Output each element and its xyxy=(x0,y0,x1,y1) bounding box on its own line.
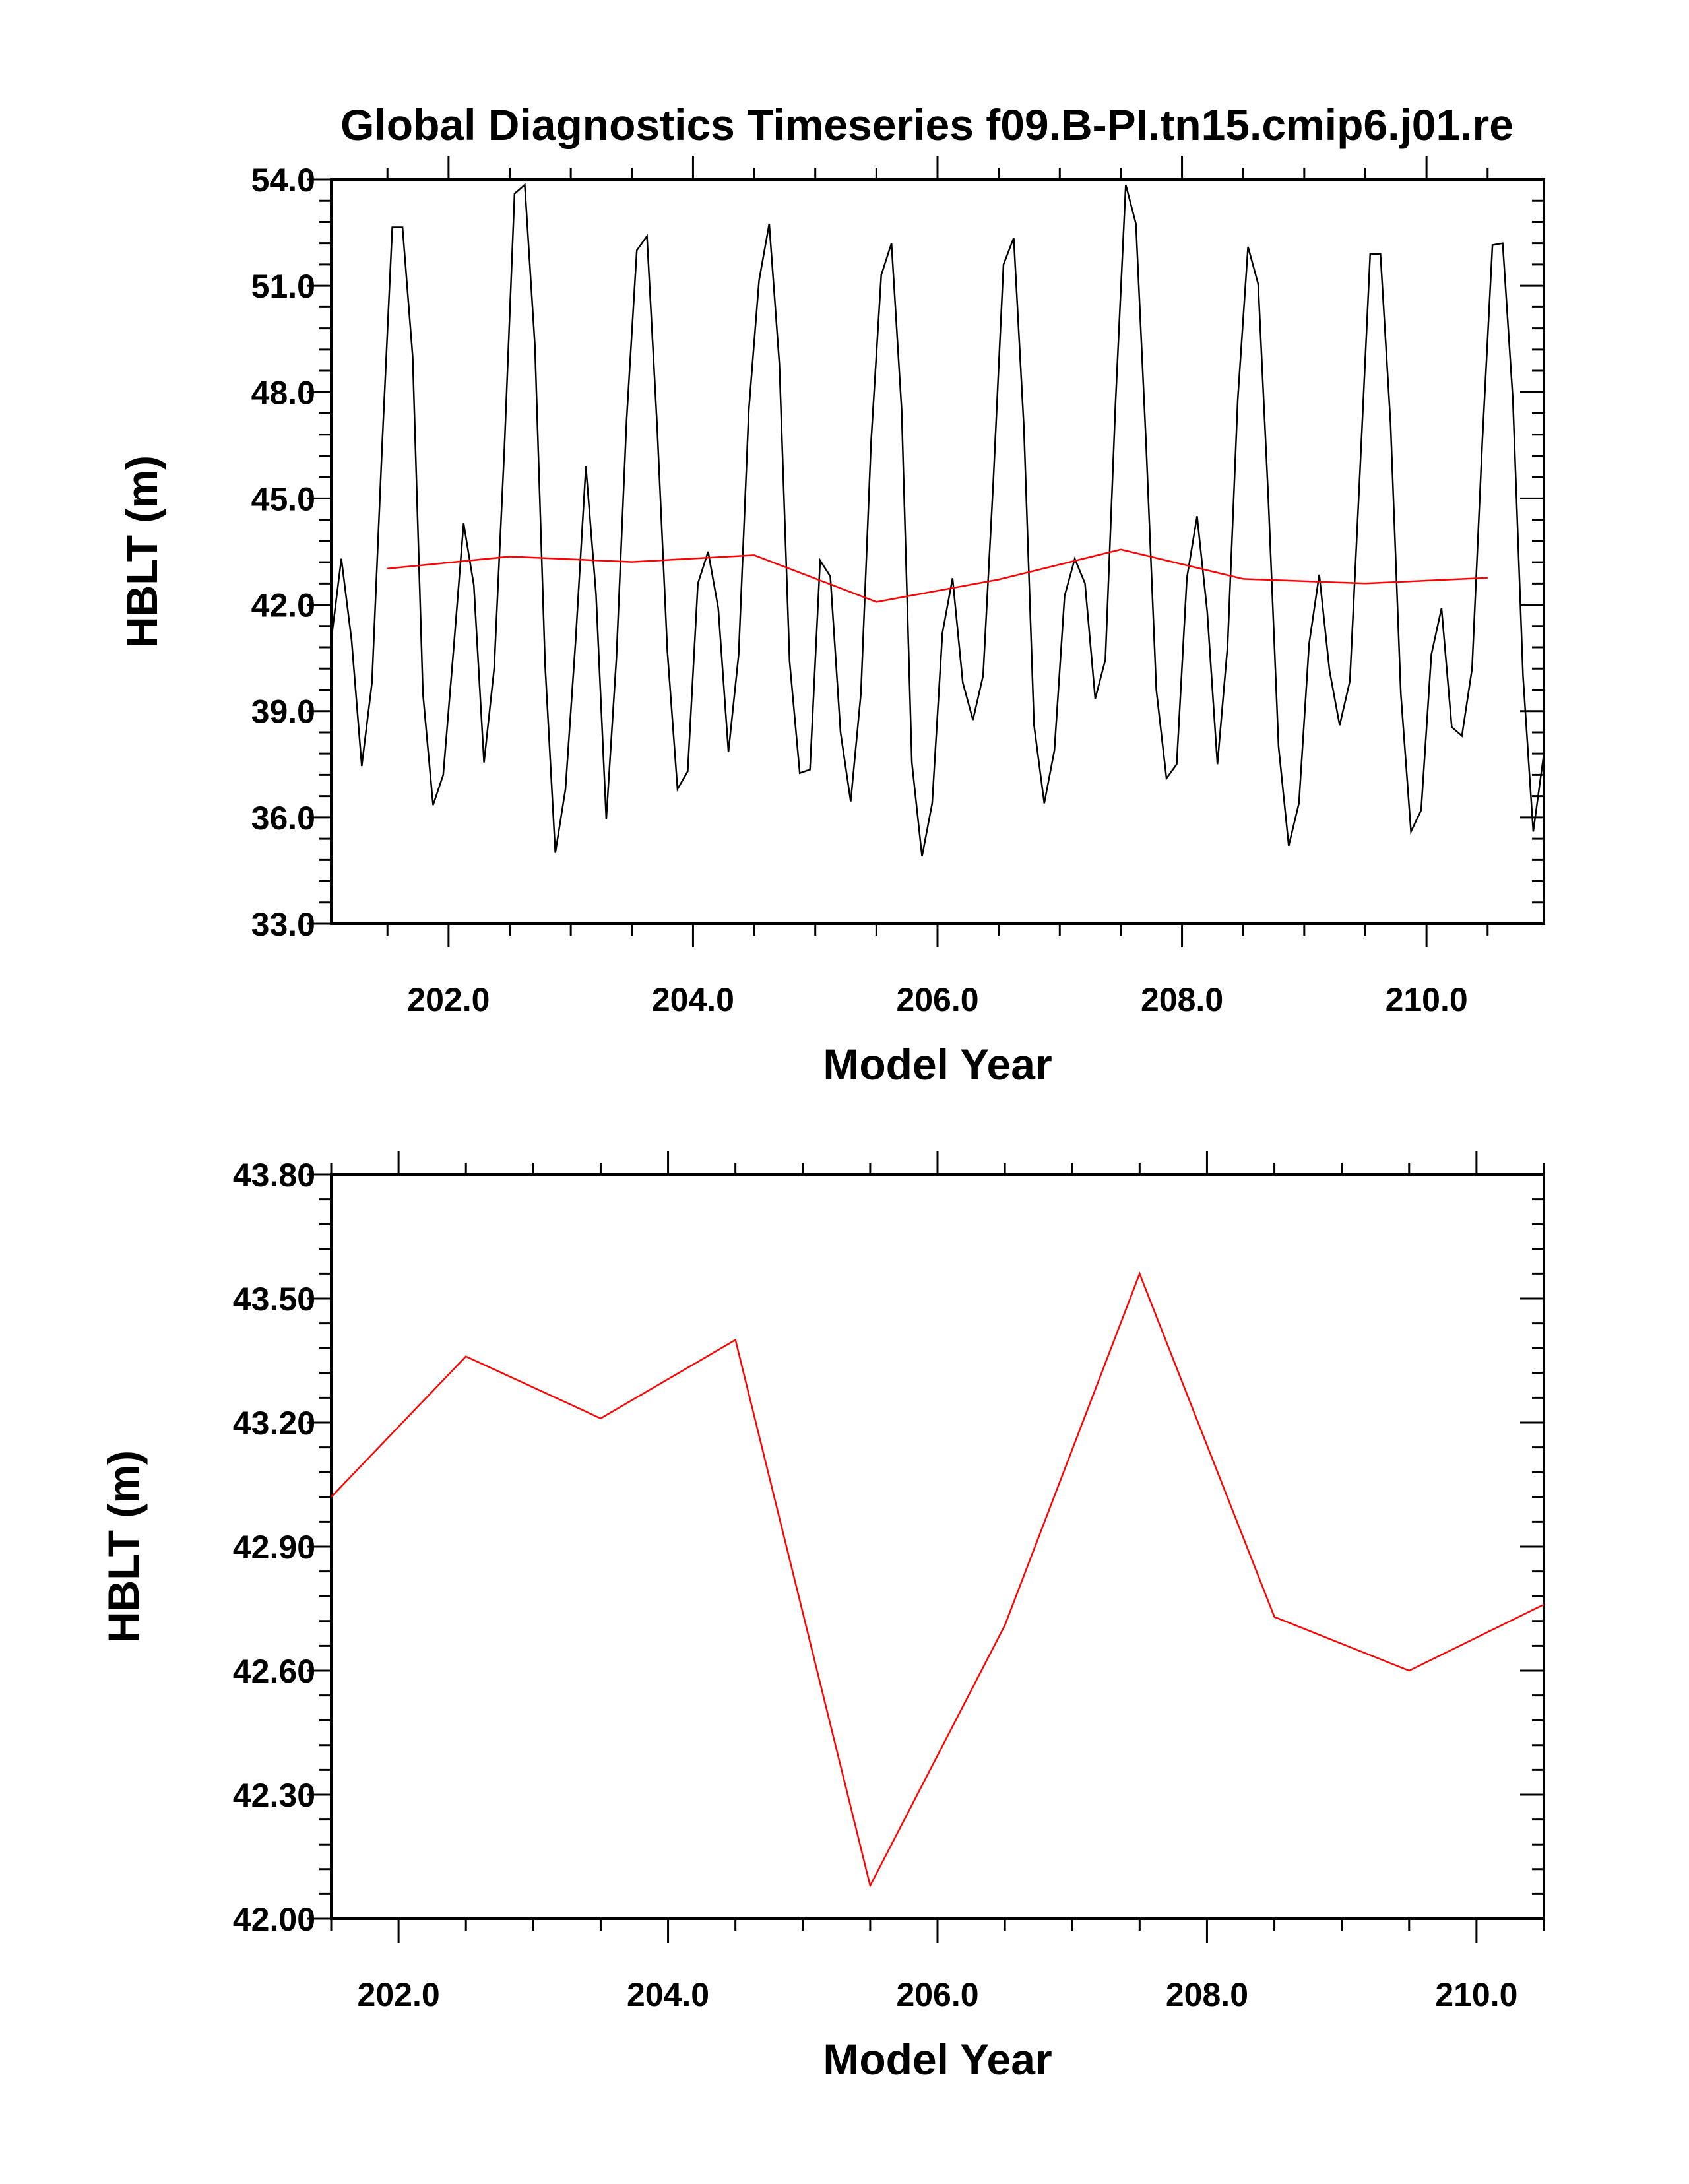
y-tick-label: 43.50 xyxy=(233,1281,315,1318)
x-axis-label: Model Year xyxy=(823,1040,1052,1089)
x-tick-label: 210.0 xyxy=(1386,981,1468,1018)
x-tick-label: 208.0 xyxy=(1166,1976,1248,2013)
x-tick-label: 204.0 xyxy=(652,981,734,1018)
x-tick-label: 206.0 xyxy=(896,1976,978,2013)
y-tick-label: 48.0 xyxy=(251,374,315,411)
y-tick-label: 39.0 xyxy=(251,693,315,730)
y-tick-label: 42.90 xyxy=(233,1529,315,1566)
y-tick-label: 33.0 xyxy=(251,906,315,943)
figure-title: Global Diagnostics Timeseries f09.B-PI.t… xyxy=(340,100,1514,149)
y-tick-label: 54.0 xyxy=(251,162,315,199)
series-line-1 xyxy=(387,548,1488,603)
y-tick-label: 42.0 xyxy=(251,587,315,624)
x-tick-label: 206.0 xyxy=(896,981,978,1018)
y-tick-label: 45.0 xyxy=(251,480,315,517)
plot-frame xyxy=(330,1173,1545,1920)
y-tick-label: 42.60 xyxy=(233,1653,315,1690)
x-tick-label: 208.0 xyxy=(1141,981,1223,1018)
top-panel: 33.0 36.0 39.0 42.0 45.0 48.0 51.0 54.0 202.0 204… xyxy=(117,156,1545,1089)
x-tick-label: 202.0 xyxy=(358,1976,440,2013)
y-tick-label: 51.0 xyxy=(251,268,315,305)
x-tick-label: 204.0 xyxy=(627,1976,709,2013)
series-line-0 xyxy=(331,1271,1545,1888)
x-tick-label: 210.0 xyxy=(1435,1976,1517,2013)
y-axis-label: HBLT (m) xyxy=(117,455,166,648)
y-tick-label: 43.20 xyxy=(233,1405,315,1442)
y-tick-label: 42.00 xyxy=(233,1901,315,1938)
y-tick-label: 36.0 xyxy=(251,800,315,837)
bottom-panel: 42.00 42.30 42.60 42.90 43.20 43.50 43.80 202.0… xyxy=(99,1151,1545,2084)
y-axis-label: HBLT (m) xyxy=(99,1450,148,1643)
y-tick-label: 42.30 xyxy=(233,1777,315,1814)
x-tick-label: 202.0 xyxy=(407,981,490,1018)
y-tick-label: 43.80 xyxy=(233,1157,315,1194)
x-axis-label: Model Year xyxy=(823,2035,1052,2084)
plot-frame xyxy=(330,178,1545,925)
series-line-0 xyxy=(330,183,1545,857)
